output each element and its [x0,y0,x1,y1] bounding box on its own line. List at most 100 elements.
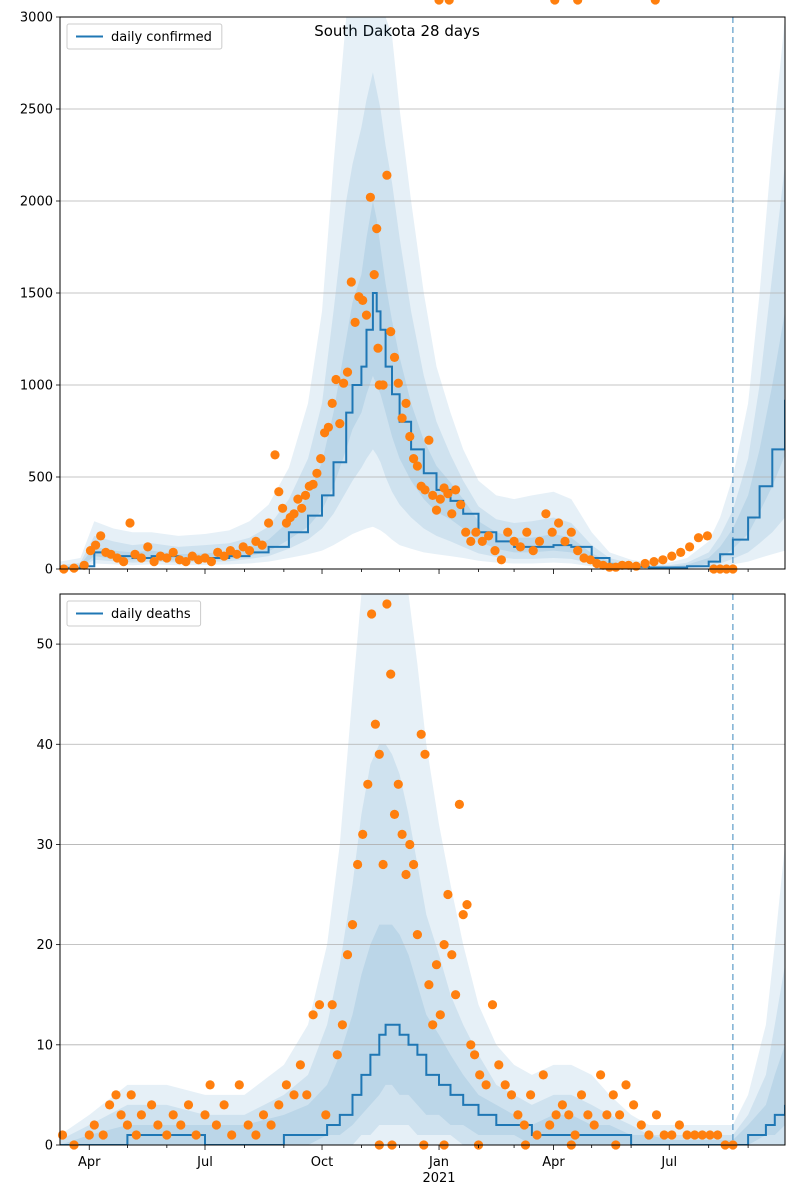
observed-point [369,270,379,280]
observed-point [526,1090,536,1100]
observed-point [532,1130,542,1140]
observed-point [451,990,461,1000]
observed-point [266,1120,276,1130]
observed-point [667,1130,677,1140]
observed-point [401,869,411,880]
observed-point [629,1100,639,1110]
observed-point [713,1130,723,1140]
observed-point [443,889,453,900]
observed-point [697,1130,707,1140]
observed-point [424,980,434,990]
observed-point [500,1080,510,1090]
observed-point [477,536,487,547]
observed-point [615,1110,625,1120]
observed-point [136,1110,146,1120]
observed-point [373,343,383,353]
observed-point [389,352,400,362]
observed-point [393,779,403,789]
observed-point [557,1100,568,1110]
observed-point [347,920,358,930]
observed-point [316,454,326,464]
y-tick-label: 2000 [20,195,53,210]
observed-point [234,1080,244,1090]
observed-point [705,1130,715,1140]
y-tick-label: 20 [36,938,53,953]
observed-point [116,1110,126,1120]
observed-point [461,527,471,537]
observed-point [69,563,79,573]
observed-point [487,1000,498,1010]
observed-point [519,1120,529,1130]
deaths-legend: daily deaths [66,600,202,627]
observed-point [119,557,129,567]
observed-point [327,398,337,408]
x-tick-label: Oct [311,1155,333,1170]
x-tick-label: Apr [78,1155,101,1170]
observed-point [289,509,299,519]
observed-point [458,910,468,920]
observed-point [327,1000,337,1010]
observed-point [401,398,411,408]
y-tick-label: 1500 [20,287,53,302]
observed-point [447,509,457,519]
observed-point [682,1130,692,1140]
observed-point [428,1020,438,1030]
observed-point [573,546,583,556]
observed-point [191,1130,201,1140]
observed-point [583,1110,593,1120]
observed-point [168,1110,178,1120]
observed-point [183,1100,194,1110]
observed-point [456,500,466,510]
legend-label: daily deaths [111,607,191,622]
observed-point [589,1120,599,1130]
observed-point [435,1010,445,1020]
confirmed-y-axis: 0 500 1000 1500 2000 2500 3000 [20,11,60,578]
observed-point [515,542,526,552]
observed-point [550,0,560,5]
observed-point [358,295,368,305]
observed-point [363,779,373,789]
observed-point [257,540,267,550]
observed-point [227,1130,237,1140]
observed-point [405,431,415,442]
observed-point [84,1130,94,1140]
observed-point [466,536,476,547]
observed-point [649,557,659,567]
observed-point [409,454,419,464]
observed-point [264,518,274,528]
observed-point [644,1130,654,1140]
uncertainty-band-2 [60,72,785,569]
observed-point [176,1120,186,1130]
deaths-y-axis: 0 10 20 30 40 50 [36,638,60,1154]
x-tick-label: Jul [660,1155,677,1170]
observed-point [125,518,135,528]
observed-point [621,1080,631,1090]
observed-point [439,940,449,950]
observed-point [674,1120,685,1130]
observed-point [147,1100,157,1110]
observed-point [608,1090,618,1100]
observed-point [302,1090,312,1100]
observed-point [471,527,481,537]
observed-point [308,479,318,489]
legend-label: daily confirmed [111,30,212,45]
deaths-observed-points [57,0,738,1150]
observed-point [96,531,106,541]
observed-point [232,549,242,559]
observed-point [378,859,388,870]
observed-point [323,422,333,432]
observed-point [342,950,353,960]
observed-point [312,468,322,478]
observed-point [162,553,172,563]
uncertainty-band-3 [60,924,785,1145]
chart-title: South Dakota 28 days [314,22,480,40]
observed-point [658,555,668,565]
confirmed-panel: 0 500 1000 1500 2000 2500 3000 daily confirmed [20,0,786,578]
y-tick-label: 1000 [20,379,53,394]
observed-point [570,1130,580,1140]
observed-point [470,1050,480,1060]
observed-point [205,1080,215,1090]
observed-point [547,527,557,537]
observed-point [89,1120,99,1130]
